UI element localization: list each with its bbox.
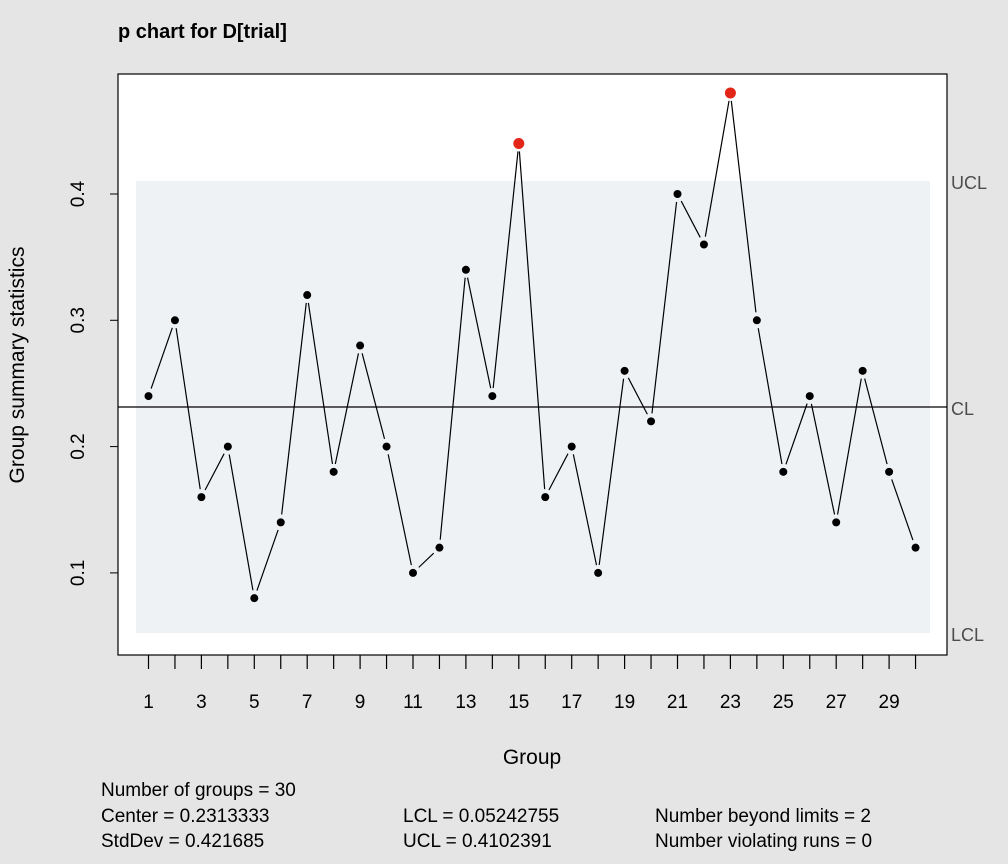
series-segment <box>627 377 648 415</box>
series-segment <box>518 151 546 490</box>
data-point <box>303 291 312 300</box>
data-point <box>541 493 550 502</box>
data-point <box>356 341 365 350</box>
x-tick-label: 7 <box>302 692 313 713</box>
x-tick-label: 19 <box>614 692 635 713</box>
data-point <box>594 568 603 577</box>
series-segment <box>175 328 201 490</box>
series-segment <box>387 454 412 566</box>
x-tick-label: 27 <box>826 692 847 713</box>
data-point <box>805 392 814 401</box>
data-point <box>647 417 656 426</box>
x-tick-label: 17 <box>561 692 582 713</box>
data-point <box>699 240 708 249</box>
data-point <box>409 568 417 577</box>
series-segment <box>891 479 914 541</box>
data-point <box>567 442 576 451</box>
x-tick-label: 29 <box>879 692 900 713</box>
x-tick-label: 3 <box>196 692 207 713</box>
data-point <box>858 366 867 375</box>
series-segment <box>730 100 757 313</box>
stat-center: Center = 0.2313333 <box>101 806 270 827</box>
y-tick-label: 0.4 <box>68 180 89 207</box>
plot-frame <box>117 73 948 656</box>
series-segment <box>307 302 334 465</box>
data-point <box>170 316 179 325</box>
x-tick-label: 1 <box>143 692 154 713</box>
y-tick-label: 0.1 <box>68 560 89 586</box>
series-segment <box>361 353 386 440</box>
series-segment <box>598 378 625 566</box>
series-segment <box>836 378 862 515</box>
data-point <box>673 189 682 198</box>
series-segment <box>439 277 466 540</box>
x-tick-label: 11 <box>403 692 423 713</box>
data-point <box>461 265 470 274</box>
series-segment <box>492 151 519 389</box>
data-point <box>832 518 841 527</box>
data-series <box>144 87 920 603</box>
stat-stddev: StdDev = 0.421685 <box>101 831 265 852</box>
data-point <box>779 467 788 476</box>
data-point <box>488 392 497 401</box>
x-tick-label: 9 <box>355 692 366 713</box>
series-segment <box>785 403 808 465</box>
x-tick-label: 5 <box>249 692 260 713</box>
stat-violating-runs: Number violating runs = 0 <box>655 831 873 852</box>
series-segment <box>757 328 783 465</box>
stat-ucl: UCL = 0.4102391 <box>403 831 552 852</box>
data-point <box>276 518 285 527</box>
series-segment <box>572 454 598 566</box>
series-segment <box>680 200 701 238</box>
data-point <box>620 366 629 375</box>
series-segment <box>228 454 254 591</box>
series-segment <box>864 378 888 465</box>
series-segment <box>204 453 225 491</box>
data-point <box>223 442 232 451</box>
ucl-label: UCL <box>951 173 987 193</box>
series-segment <box>334 353 360 465</box>
data-point <box>752 316 761 325</box>
series-segment <box>466 277 492 389</box>
data-point <box>329 467 338 476</box>
series-segment <box>704 100 730 237</box>
data-point <box>197 493 206 502</box>
data-point <box>435 543 444 552</box>
data-point <box>885 467 894 476</box>
series-segment <box>651 201 678 414</box>
cl-label: CL <box>951 399 974 419</box>
x-tick-label: 13 <box>455 692 476 713</box>
y-tick-label: 0.3 <box>68 307 89 333</box>
series-segment <box>810 403 836 515</box>
y-tick-label: 0.2 <box>68 433 89 459</box>
x-tick-label: 25 <box>773 692 794 713</box>
data-point <box>382 442 391 451</box>
data-point <box>911 543 920 552</box>
y-axis-label: Group summary statistics <box>6 247 29 484</box>
series-segment <box>418 552 435 568</box>
series-segment <box>548 453 569 491</box>
data-point <box>144 392 153 401</box>
y-axis: 0.1 0.2 0.3 0.4 <box>68 180 118 586</box>
x-tick-label: 21 <box>667 692 688 713</box>
x-tick-label: 23 <box>720 692 741 713</box>
x-tick-label: 15 <box>508 692 529 713</box>
chart-title: p chart for D[trial] <box>118 21 287 43</box>
stat-lcl: LCL = 0.05242755 <box>403 806 560 827</box>
x-axis-label: Group <box>503 746 561 769</box>
data-point <box>250 594 259 603</box>
stat-number-of-groups: Number of groups = 30 <box>101 780 296 801</box>
violation-point <box>724 87 736 99</box>
series-segment <box>150 327 173 389</box>
series-segment <box>281 302 307 515</box>
violation-point <box>513 137 525 149</box>
x-axis: 1 3 5 7 9 11 13 15 17 19 21 23 25 27 29 <box>143 655 917 713</box>
stat-beyond-limits: Number beyond limits = 2 <box>655 806 871 827</box>
lcl-label: LCL <box>951 625 984 645</box>
series-segment <box>256 529 279 591</box>
